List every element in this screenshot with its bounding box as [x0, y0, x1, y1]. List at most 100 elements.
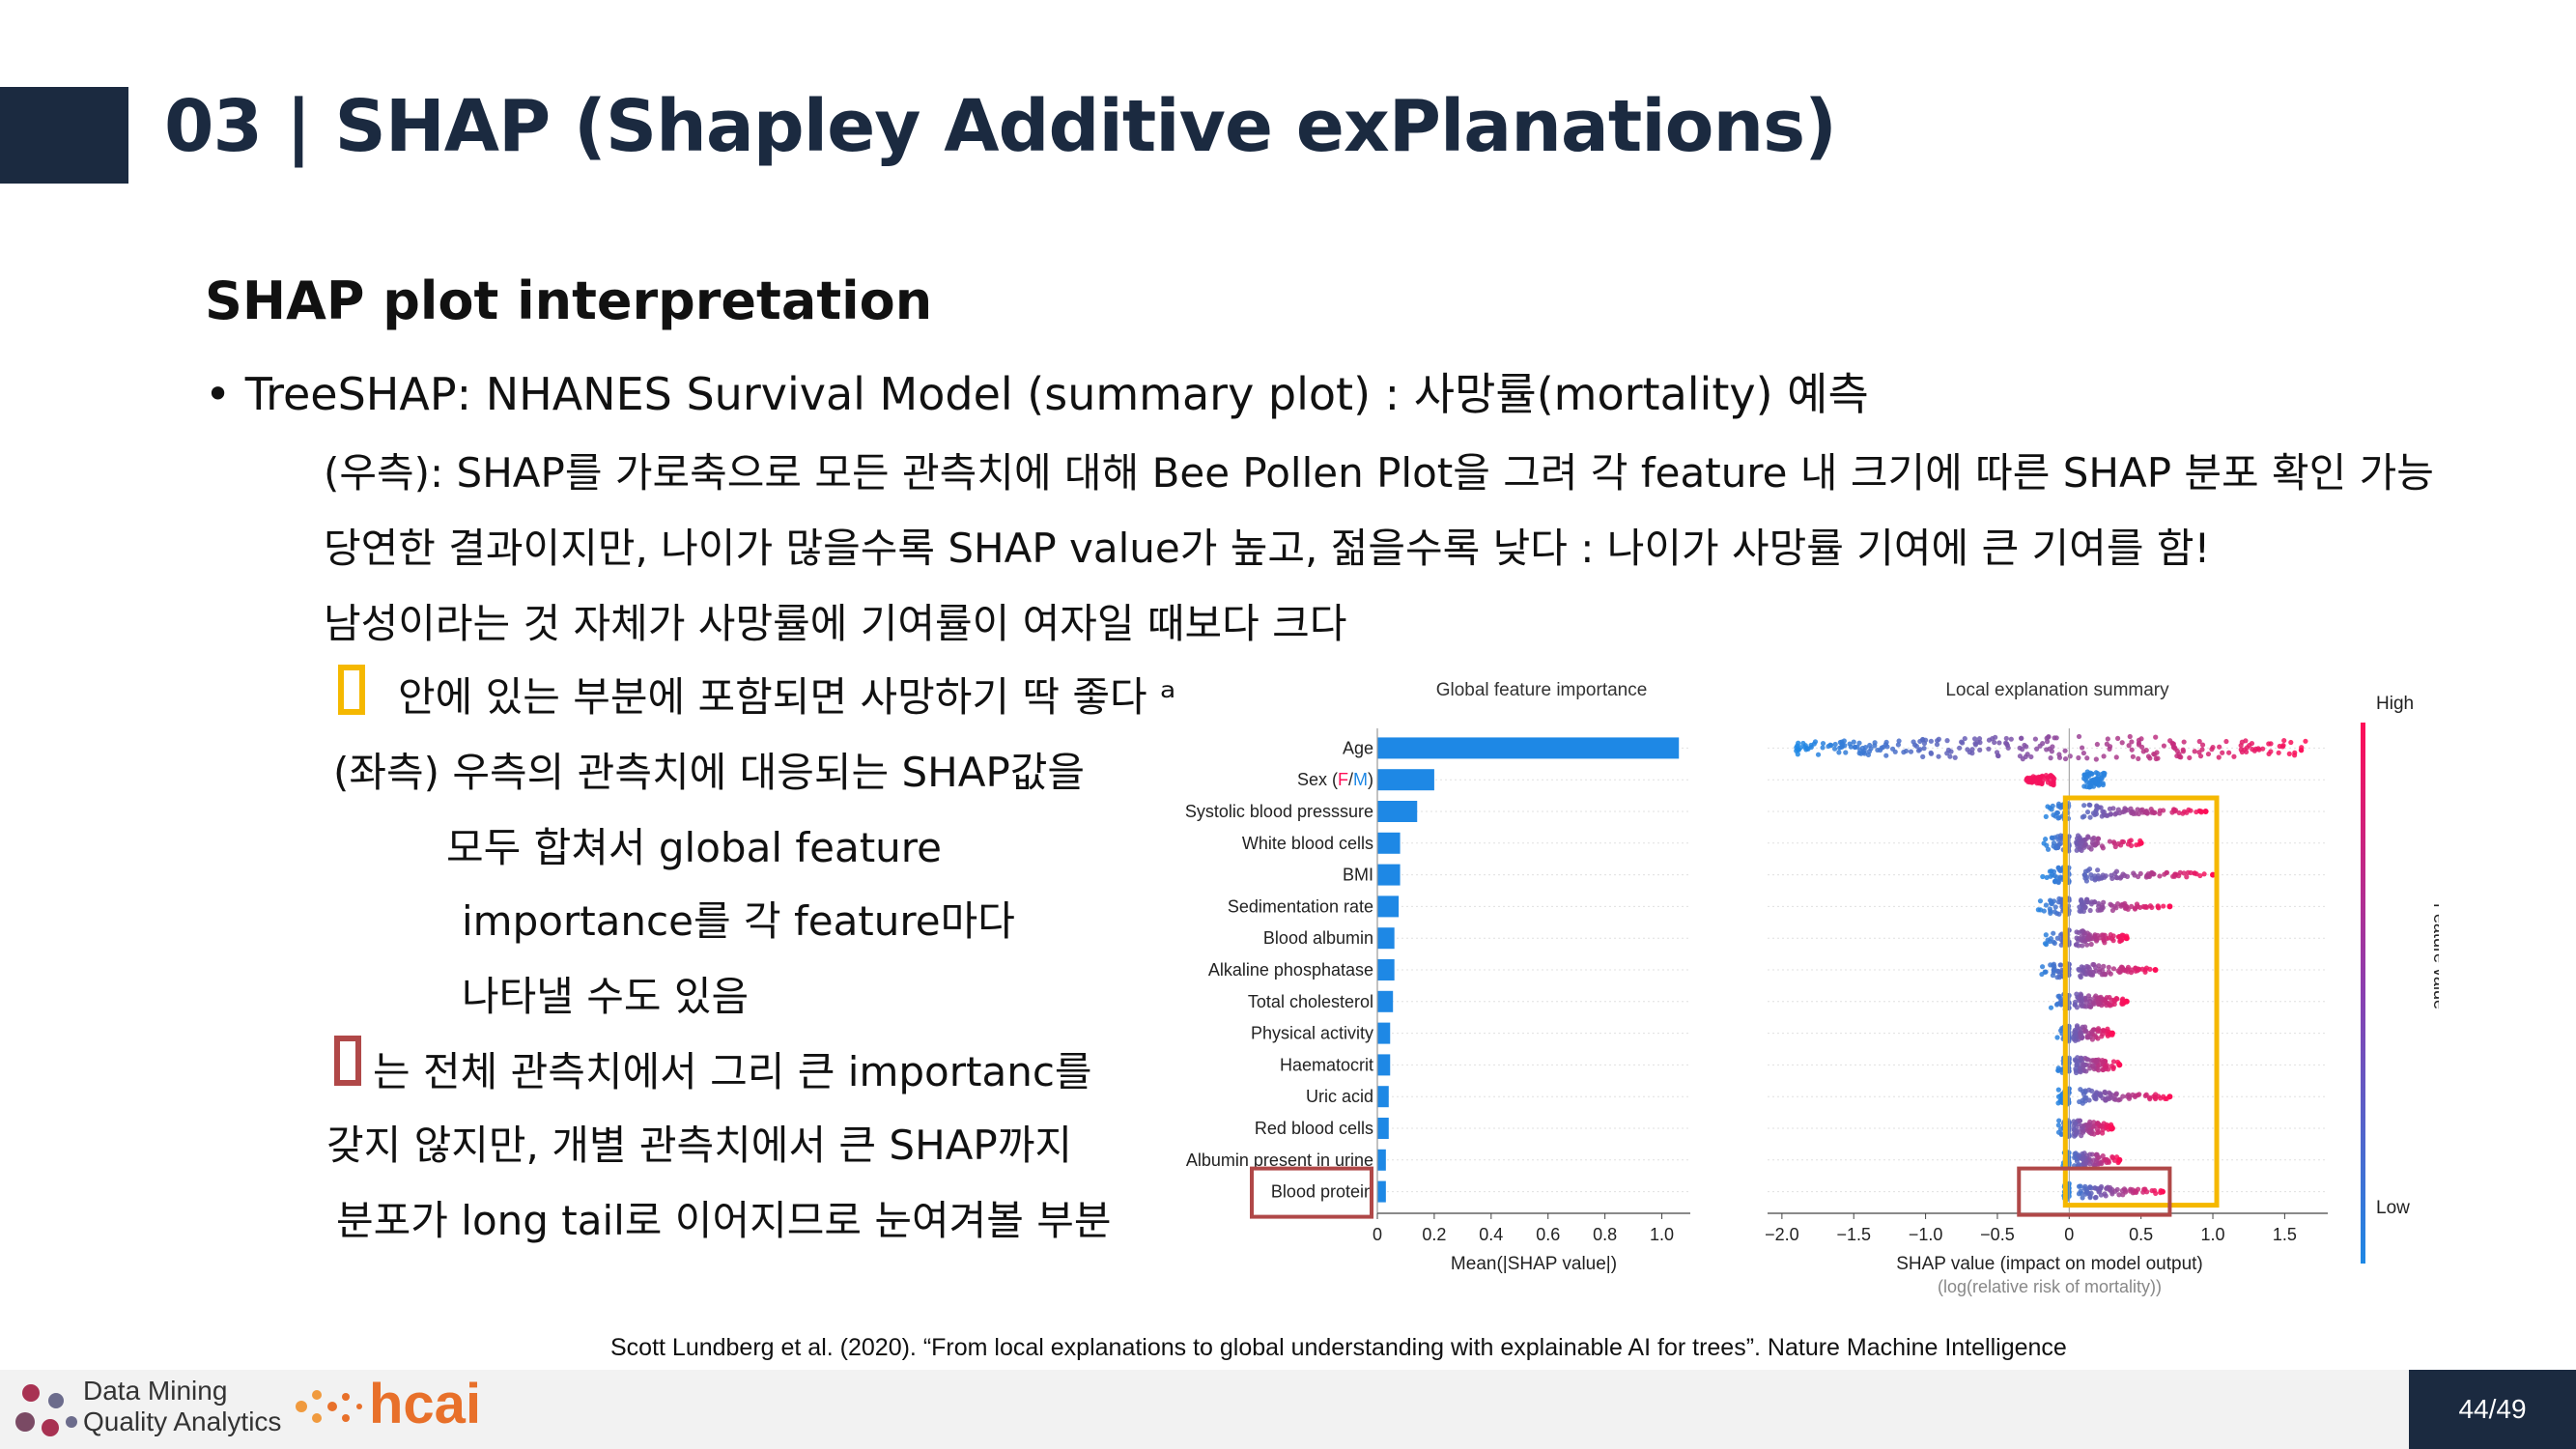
beeswarm-dot	[2049, 749, 2054, 754]
beeswarm-dot	[2093, 1159, 2100, 1165]
beeswarm-dot	[2073, 1065, 2079, 1072]
bullet-treeshap: • TreeSHAP: NHANES Survival Model (summa…	[205, 368, 1869, 420]
beeswarm-dot	[2024, 776, 2029, 781]
bar-label: Albumin present in urine	[1186, 1151, 1373, 1170]
colorbar-high-label: High	[2376, 694, 2414, 714]
beeswarm-dot	[1928, 738, 1934, 744]
beeswarm-dot	[2104, 812, 2109, 818]
beeswarm-dot	[2074, 1129, 2080, 1135]
beeswarm-dot	[2017, 753, 2024, 759]
beeswarm-dot	[2187, 754, 2193, 761]
beeswarm-dot	[2199, 747, 2205, 753]
beeswarm-dot	[1962, 735, 1967, 742]
beeswarm-dot	[2050, 781, 2055, 787]
beeswarm-dot	[2129, 747, 2135, 753]
beeswarm-dot	[2105, 736, 2110, 742]
beeswarm-dot	[2137, 1092, 2142, 1097]
beeswarm-tail-dot	[2159, 1188, 2166, 1195]
beeswarm-dot	[2124, 1094, 2130, 1099]
beeswarm-dot	[2140, 1189, 2146, 1195]
beeswarm-dot	[2197, 753, 2204, 759]
text-line-1: (우측): SHAP를 가로축으로 모든 관측치에 대해 Bee Pollen …	[324, 449, 2434, 497]
beeswarm-dot	[2147, 755, 2153, 761]
beeswarm-dot	[2153, 1092, 2159, 1097]
beeswarm-dot	[2058, 962, 2064, 968]
beeswarm-dot	[2092, 1095, 2098, 1101]
beeswarm-dot	[2105, 1123, 2111, 1129]
beeswarm-dot	[2143, 748, 2149, 753]
beeswarm-dot	[2098, 1185, 2104, 1191]
beeswarm-dot	[2244, 749, 2250, 755]
beeswarm-dot	[2089, 1088, 2095, 1094]
bar-x-tick-label: 1.0	[1650, 1225, 1674, 1244]
citation: Scott Lundberg et al. (2020). “From loca…	[610, 1334, 2067, 1361]
beeswarm-dot	[2217, 744, 2222, 750]
beeswarm-dot	[2053, 735, 2059, 741]
beeswarm-dot	[2205, 751, 2212, 757]
beeswarm-dot	[2072, 1002, 2078, 1008]
beeswarm-dot	[2079, 1125, 2084, 1131]
beeswarm-dot	[2102, 1191, 2108, 1197]
beeswarm-dot	[2079, 908, 2084, 914]
beeswarm-dot	[2055, 865, 2061, 870]
text-line-5: (좌측) 우측의 관측치에 대응되는 SHAP값을	[333, 749, 1086, 796]
beeswarm-dot	[2276, 750, 2281, 755]
beeswarm-dot	[1820, 745, 1826, 751]
bar	[1377, 769, 1434, 791]
beeswarm-dot	[1895, 742, 1901, 748]
beeswarm-dot	[1831, 746, 1838, 752]
bar	[1377, 737, 1680, 759]
beeswarm-dot	[2076, 1183, 2082, 1189]
beeswarm-dot	[2081, 803, 2087, 809]
beeswarm-title: Local explanation summary	[1945, 680, 2169, 700]
beeswarm-dot	[2095, 1121, 2101, 1126]
beeswarm-x-tick-label: 0.5	[2129, 1225, 2153, 1244]
beeswarm-dot	[2196, 738, 2202, 745]
bar-label: Total cholesterol	[1248, 992, 1373, 1011]
beeswarm-dot	[2113, 995, 2119, 1002]
beeswarm-dot	[2050, 803, 2055, 809]
beeswarm-dot	[2110, 966, 2117, 972]
beeswarm-dot	[2128, 1186, 2134, 1192]
beeswarm-dot	[2095, 932, 2101, 938]
beeswarm-dot	[1986, 746, 1992, 752]
beeswarm-dot	[2135, 968, 2140, 974]
beeswarm-dot	[1856, 740, 1862, 746]
beeswarm-dot	[2100, 809, 2106, 814]
beeswarm-dot	[2110, 1065, 2116, 1071]
beeswarm-dot	[2096, 1154, 2102, 1160]
beeswarm-dot	[2231, 753, 2237, 759]
beeswarm-dot	[2176, 873, 2182, 879]
beeswarm-dot	[2115, 840, 2121, 847]
beeswarm-dot	[2087, 1161, 2093, 1167]
beeswarm-dot	[2120, 809, 2126, 815]
beeswarm-dot	[1883, 753, 1889, 758]
beeswarm-dot	[2184, 874, 2190, 880]
beeswarm-dot	[2052, 904, 2058, 910]
beeswarm-dot	[2192, 749, 2197, 754]
bar-label: Alkaline phosphatase	[1208, 960, 1373, 980]
bar-x-tick-label: 0.2	[1422, 1225, 1446, 1244]
text-line-4: 안에 있는 부분에 포함되면 사망하기 딱 좋다 ᵃ	[398, 673, 1176, 721]
beeswarm-dot	[2088, 969, 2094, 976]
beeswarm-dot	[2087, 1119, 2093, 1124]
bar-label: Systolic blood presssure	[1185, 802, 1373, 821]
beeswarm-dot	[2291, 753, 2298, 758]
yellow-box-icon	[338, 665, 365, 715]
beeswarm-dot	[2037, 898, 2044, 904]
beeswarm-dot	[2077, 1118, 2082, 1123]
beeswarm-dot	[2153, 755, 2159, 762]
beeswarm-tail-dot	[2152, 967, 2159, 973]
beeswarm-dot	[2075, 833, 2081, 838]
beeswarm-dot	[2093, 1194, 2099, 1201]
beeswarm-dot	[2131, 810, 2137, 816]
beeswarm-dot	[2138, 736, 2144, 742]
beeswarm-dot	[2088, 941, 2094, 948]
beeswarm-dot	[2188, 808, 2194, 813]
beeswarm-dot	[2083, 999, 2090, 1005]
beeswarm-dot	[1920, 753, 1926, 759]
beeswarm-dot	[2055, 1122, 2061, 1128]
beeswarm-dot	[2249, 740, 2255, 747]
beeswarm-dot	[2091, 899, 2098, 905]
beeswarm-x-axis-sublabel: (log(relative risk of mortality))	[1938, 1277, 2162, 1296]
